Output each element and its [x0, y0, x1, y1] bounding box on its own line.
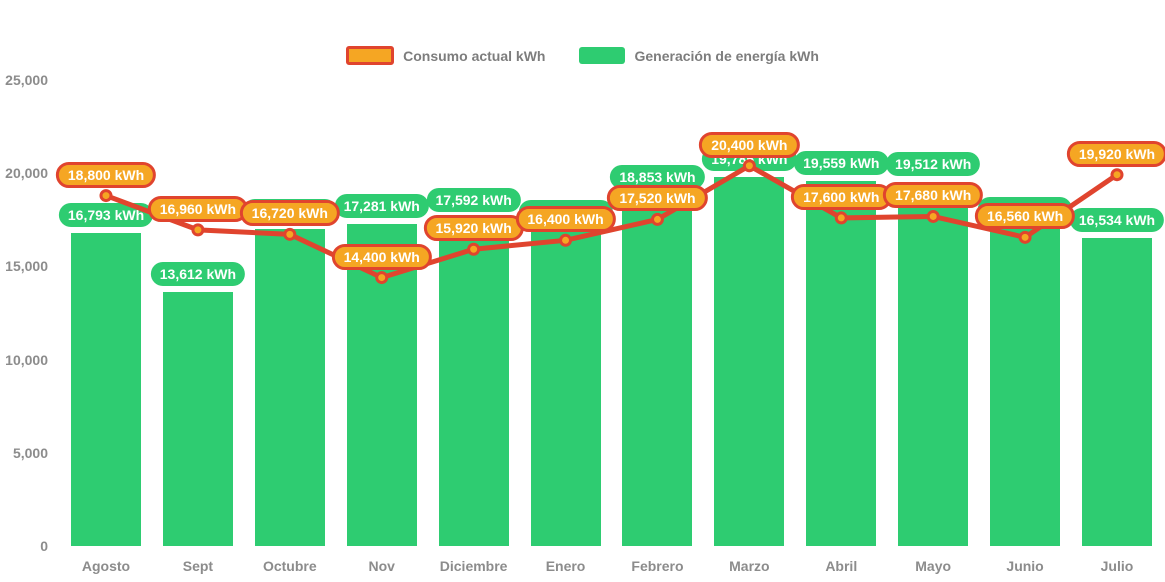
legend-label-generacion: Generación de energía kWh	[634, 47, 819, 64]
generation-label-diciembre: 17,592 kWh	[426, 188, 521, 213]
legend: Consumo actual kWh Generación de energía…	[0, 46, 1165, 65]
y-tick-5000: 5,000	[12, 444, 48, 461]
consumption-label-diciembre: 15,920 kWh	[423, 215, 524, 242]
generation-label-julio: 16,534 kWh	[1069, 207, 1165, 232]
x-label-enero: Enero	[545, 558, 586, 574]
line-point-enero[interactable]	[559, 233, 573, 247]
consumption-label-junio: 16,560 kWh	[974, 203, 1076, 230]
consumo-swatch-icon	[346, 46, 395, 65]
bar-mayo[interactable]	[898, 182, 969, 546]
consumption-label-julio: 19,920 kWh	[1066, 140, 1165, 167]
bar-julio[interactable]	[1081, 237, 1152, 546]
x-label-nov: Nov	[368, 558, 395, 574]
x-label-febrero: Febrero	[631, 558, 684, 574]
consumption-label-agosto: 18,800 kWh	[55, 161, 157, 188]
legend-item-consumo[interactable]: Consumo actual kWh	[346, 46, 545, 65]
generation-label-agosto: 16,793 kWh	[58, 202, 154, 227]
x-label-agosto: Agosto	[81, 558, 131, 574]
x-label-julio: Julio	[1100, 558, 1134, 574]
generation-label-mayo: 19,512 kWh	[886, 152, 981, 177]
x-label-octubre: Octubre	[262, 558, 317, 574]
line-point-abril[interactable]	[834, 211, 848, 225]
generation-label-febrero: 18,853 kWh	[610, 164, 705, 189]
bar-enero[interactable]	[530, 229, 601, 546]
line-point-julio[interactable]	[1110, 168, 1124, 182]
line-point-octubre[interactable]	[283, 227, 297, 241]
consumption-label-abril: 17,600 kWh	[791, 183, 892, 210]
bar-febrero[interactable]	[622, 194, 693, 546]
bar-octubre[interactable]	[254, 229, 325, 546]
line-point-marzo[interactable]	[742, 159, 756, 173]
consumption-label-marzo: 20,400 kWh	[699, 131, 800, 158]
line-point-agosto[interactable]	[99, 189, 113, 203]
generation-label-abril: 19,559 kWh	[794, 151, 889, 176]
bar-marzo[interactable]	[714, 177, 785, 546]
generation-label-nov: 17,281 kWh	[334, 193, 429, 218]
consumption-label-febrero: 17,520 kWh	[607, 185, 708, 212]
line-point-mayo[interactable]	[926, 209, 940, 223]
line-point-nov[interactable]	[375, 271, 389, 285]
bar-abril[interactable]	[806, 181, 877, 546]
generacion-swatch-icon	[579, 47, 626, 64]
x-label-marzo: Marzo	[729, 558, 770, 574]
bar-sept[interactable]	[162, 292, 233, 546]
x-label-junio: Junio	[1006, 558, 1044, 574]
legend-item-generacion[interactable]: Generación de energía kWh	[579, 47, 819, 64]
line-point-junio[interactable]	[1018, 230, 1032, 244]
consumption-label-sept: 16,960 kWh	[147, 195, 249, 222]
y-tick-25000: 25,000	[5, 72, 48, 88]
consumption-label-nov: 14,400 kWh	[331, 243, 432, 270]
x-label-abril: Abril	[825, 558, 858, 574]
legend-label-consumo: Consumo actual kWh	[403, 47, 546, 64]
consumption-label-octubre: 16,720 kWh	[239, 200, 340, 227]
x-label-sept: Sept	[182, 558, 214, 574]
y-tick-0: 0	[40, 538, 48, 554]
y-tick-20000: 20,000	[5, 165, 48, 182]
y-tick-10000: 10,000	[5, 351, 48, 368]
generation-label-sept: 13,612 kWh	[150, 262, 246, 287]
consumption-line	[105, 162, 1119, 281]
line-point-febrero[interactable]	[650, 212, 664, 226]
bar-diciembre[interactable]	[438, 218, 509, 546]
x-label-mayo: Mayo	[915, 558, 952, 574]
bar-agosto[interactable]	[71, 232, 141, 546]
y-tick-15000: 15,000	[5, 258, 48, 275]
line-point-sept[interactable]	[191, 223, 205, 237]
bar-junio[interactable]	[990, 227, 1061, 546]
line-point-diciembre[interactable]	[467, 242, 481, 256]
consumption-label-mayo: 17,680 kWh	[883, 182, 984, 209]
x-label-diciembre: Diciembre	[439, 558, 508, 574]
consumption-label-enero: 16,400 kWh	[515, 206, 616, 233]
